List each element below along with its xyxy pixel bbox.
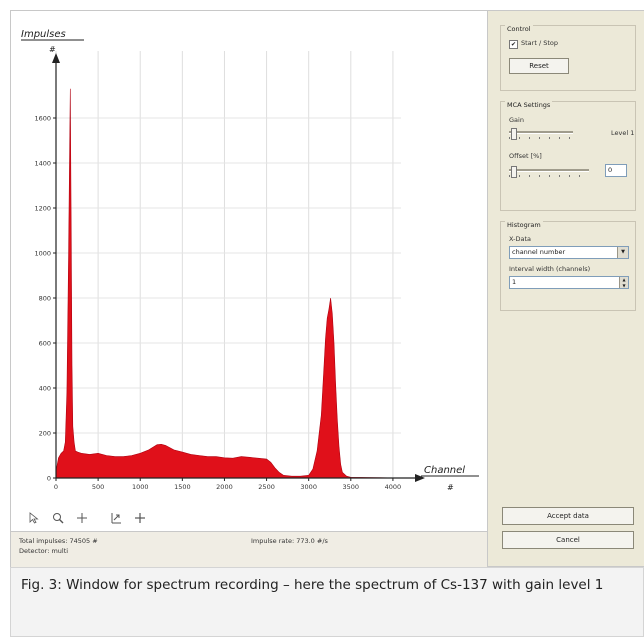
gain-slider-thumb[interactable] (511, 128, 517, 140)
y-tick-label: 0 (47, 475, 51, 483)
x-tick-label: 0 (54, 483, 58, 491)
start-stop-checkbox[interactable]: ✔ (509, 40, 518, 49)
figure-caption: Fig. 3: Window for spectrum recording – … (10, 567, 644, 637)
xdata-label: X-Data (509, 235, 531, 243)
offset-label: Offset [%] (509, 152, 542, 160)
chevron-down-icon[interactable]: ▼ (617, 247, 628, 258)
interval-input[interactable]: 1 ▲ ▼ (509, 276, 629, 289)
control-group-title: Control (505, 25, 533, 33)
impulse-rate-text: Impulse rate: 773.0 #/s (251, 537, 328, 545)
gain-slider[interactable] (509, 128, 573, 140)
y-tick-label: 400 (39, 385, 51, 393)
detector-text: Detector: multi (19, 547, 69, 555)
x-tick-label: 1500 (174, 483, 191, 491)
xdata-value: channel number (512, 248, 566, 256)
cancel-button[interactable]: Cancel (502, 531, 634, 549)
mca-settings-title: MCA Settings (505, 101, 553, 109)
cursor-icon[interactable] (25, 509, 43, 527)
y-axis-arrow (52, 53, 60, 63)
spin-arrows-icon[interactable]: ▲ ▼ (619, 277, 628, 288)
interval-label: Interval width (channels) (509, 265, 591, 273)
axes (52, 53, 425, 482)
y-axis-symbol: # (49, 45, 56, 54)
x-axis-label: Channel (424, 465, 465, 476)
offset-slider-thumb[interactable] (511, 166, 517, 178)
y-tick-labels: 0 200 400 600 800 1000 1200 1400 1600 (34, 115, 56, 483)
pan-icon[interactable] (131, 509, 149, 527)
accept-data-button[interactable]: Accept data (502, 507, 634, 525)
x-tick-label: 3000 (300, 483, 317, 491)
x-axis-arrow (415, 474, 425, 482)
spectrum-fill (55, 88, 402, 479)
x-tick-label: 2000 (216, 483, 233, 491)
crosshair-icon[interactable] (73, 509, 91, 527)
zoom-fit-icon[interactable] (107, 509, 125, 527)
y-tick-label: 1600 (34, 115, 51, 123)
y-tick-label: 1000 (34, 250, 51, 258)
offset-slider[interactable] (509, 166, 589, 178)
y-axis-label: Impulses (21, 29, 66, 40)
x-tick-label: 3500 (343, 483, 360, 491)
spectrum-chart: 0 200 400 600 800 1000 1200 1400 1600 0 500 1000 15… (21, 29, 479, 492)
mca-settings-group: MCA Settings Gain Level 1 Offset [%] 0 (500, 101, 636, 211)
x-tick-label: 1000 (132, 483, 149, 491)
y-tick-label: 1400 (34, 160, 51, 168)
chart-toolbar (25, 508, 149, 528)
y-tick-label: 200 (39, 430, 51, 438)
plot-area[interactable]: 0 200 400 600 800 1000 1200 1400 1600 0 500 1000 15… (11, 11, 487, 531)
status-bar: Total impulses: 74505 # Detector: multi … (11, 531, 487, 569)
gain-value-label: Level 1 (611, 129, 635, 137)
start-stop-label: Start / Stop (521, 39, 558, 47)
y-tick-label: 600 (39, 340, 51, 348)
y-tick-label: 1200 (34, 205, 51, 213)
x-tick-label: 500 (92, 483, 104, 491)
x-axis-symbol: # (447, 483, 454, 492)
spectrum-window: 0 200 400 600 800 1000 1200 1400 1600 0 500 1000 15… (10, 10, 644, 569)
xdata-dropdown[interactable]: channel number ▼ (509, 246, 629, 259)
x-tick-label: 4000 (385, 483, 402, 491)
control-group: Control ✔ Start / Stop Reset (500, 25, 636, 91)
interval-value: 1 (512, 278, 517, 286)
total-impulses-text: Total impulses: 74505 # (19, 537, 98, 545)
gain-label: Gain (509, 116, 524, 124)
grid (55, 51, 401, 479)
reset-button[interactable]: Reset (509, 58, 569, 74)
x-tick-label: 2500 (258, 483, 275, 491)
histogram-group: Histogram X-Data channel number ▼ Interv… (500, 221, 636, 311)
settings-panel: Control ✔ Start / Stop Reset MCA Setting… (487, 11, 644, 566)
offset-input[interactable]: 0 (605, 164, 627, 177)
spectrum-series-0 (55, 88, 402, 479)
zoom-icon[interactable] (49, 509, 67, 527)
histogram-title: Histogram (505, 221, 543, 229)
x-tick-labels: 0 500 1000 1500 2000 2500 3000 3500 4000 (54, 478, 401, 491)
y-tick-label: 800 (39, 295, 51, 303)
